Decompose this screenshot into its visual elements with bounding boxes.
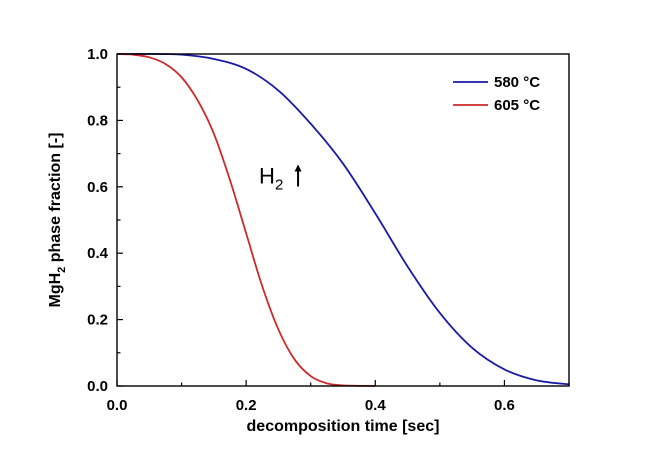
y-tick-label: 0.2 <box>87 312 108 329</box>
y-tick-label: 0.6 <box>87 179 108 196</box>
legend-label: 580 °C <box>494 74 540 91</box>
h2-annotation: H2 <box>259 163 302 193</box>
x-tick-label: 0.6 <box>494 397 515 414</box>
series-line-1 <box>116 53 570 386</box>
series-layer <box>116 53 570 387</box>
series-line-2 <box>116 53 376 387</box>
x-tick-label: 0.2 <box>236 397 257 414</box>
legend: 580 °C 605 °C <box>453 74 540 114</box>
y-axis-title-main: MgH <box>47 273 64 308</box>
annotation-label: H2 <box>259 163 283 193</box>
y-axis-title: MgH2 phase fraction [-] <box>47 132 68 307</box>
x-axis-title: decomposition time [sec] <box>247 418 440 435</box>
y-axis-title-subscript: 2 <box>56 267 68 273</box>
legend-label: 605 °C <box>494 97 540 114</box>
y-tick-label: 0.0 <box>87 378 108 395</box>
annotation-subscript: 2 <box>275 176 283 193</box>
x-tick-label: 0.4 <box>365 397 387 414</box>
axes: 0.0 0.2 0.4 0.6 0.0 0.2 0.4 0.6 0.8 1.0 <box>87 46 570 414</box>
annotation-main: H <box>259 163 275 188</box>
x-tick-label: 0.0 <box>107 397 128 414</box>
y-tick-label: 1.0 <box>87 46 108 63</box>
y-axis-title-rest: phase fraction [-] <box>47 132 64 266</box>
up-arrow-icon <box>294 164 302 187</box>
arrow-head <box>294 164 302 172</box>
y-tick-label: 0.4 <box>87 245 109 262</box>
y-tick-label: 0.8 <box>87 112 108 129</box>
